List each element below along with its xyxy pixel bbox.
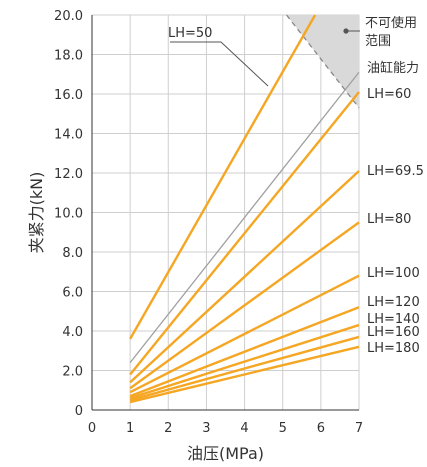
series-label: LH=60	[367, 87, 411, 102]
series-label: LH=100	[367, 266, 420, 281]
y-tick-label: 8.0	[62, 246, 83, 261]
y-tick-label: 16.0	[54, 88, 83, 103]
unusable-boundary-line	[286, 14, 360, 109]
x-axis-title: 油压(MPa)	[187, 444, 264, 463]
x-tick-label: 1	[126, 421, 134, 436]
unusable-region-layer	[286, 14, 360, 109]
callout-leader-line	[170, 41, 269, 87]
y-tick-label: 18.0	[54, 49, 83, 64]
series-label: LH=160	[367, 325, 420, 340]
x-tick-label: 3	[202, 421, 210, 436]
y-tick-label: 20.0	[54, 9, 83, 24]
grid-lines	[92, 14, 360, 410]
series-line	[129, 335, 360, 402]
x-tick-label: 5	[279, 421, 287, 436]
series-line	[129, 14, 317, 340]
series-line	[129, 170, 360, 384]
y-tick-label: 2.0	[62, 365, 83, 380]
y-tick-label: 6.0	[62, 286, 83, 301]
series-line	[129, 323, 360, 400]
series-label: LH=69.5	[367, 164, 424, 179]
y-axis-title: 夹紧力(kN)	[27, 172, 46, 254]
series-line	[129, 71, 360, 364]
unusable-region-label: 不可使用范围	[365, 15, 417, 49]
series-line	[129, 306, 360, 398]
series-line	[129, 274, 360, 394]
series-label: 油缸能力	[367, 60, 419, 76]
x-tick-label: 7	[355, 421, 363, 436]
x-tick-label: 6	[317, 421, 325, 436]
series-line	[129, 91, 360, 376]
x-tick-label: 2	[164, 421, 172, 436]
y-tick-label: 10.0	[54, 207, 83, 222]
series-label: LH=80	[367, 212, 411, 227]
y-tick-label: 14.0	[54, 128, 83, 143]
series-label: LH=180	[367, 341, 420, 356]
x-tick-label: 0	[88, 421, 96, 436]
y-tick-label: 0	[75, 404, 83, 419]
series-lines	[129, 14, 360, 404]
axes: 0 1 2 3 4 5 6 7 0 2.0 4.0 6.0 8.0 10.0 12.0 14.0 16.0 18.…	[54, 9, 363, 436]
y-tick-label: 4.0	[62, 325, 83, 340]
series-line	[129, 221, 360, 390]
series-label: LH=120	[367, 295, 420, 310]
x-tick-label: 4	[240, 421, 248, 436]
series-line	[129, 345, 360, 404]
series-labels: LH=60 LH=69.5 LH=80 LH=100 LH=120 LH=140LH=16…	[168, 15, 424, 356]
series-label: LH=140	[367, 312, 420, 327]
y-tick-label: 12.0	[54, 167, 83, 182]
series-label-callout: LH=50	[168, 26, 212, 41]
